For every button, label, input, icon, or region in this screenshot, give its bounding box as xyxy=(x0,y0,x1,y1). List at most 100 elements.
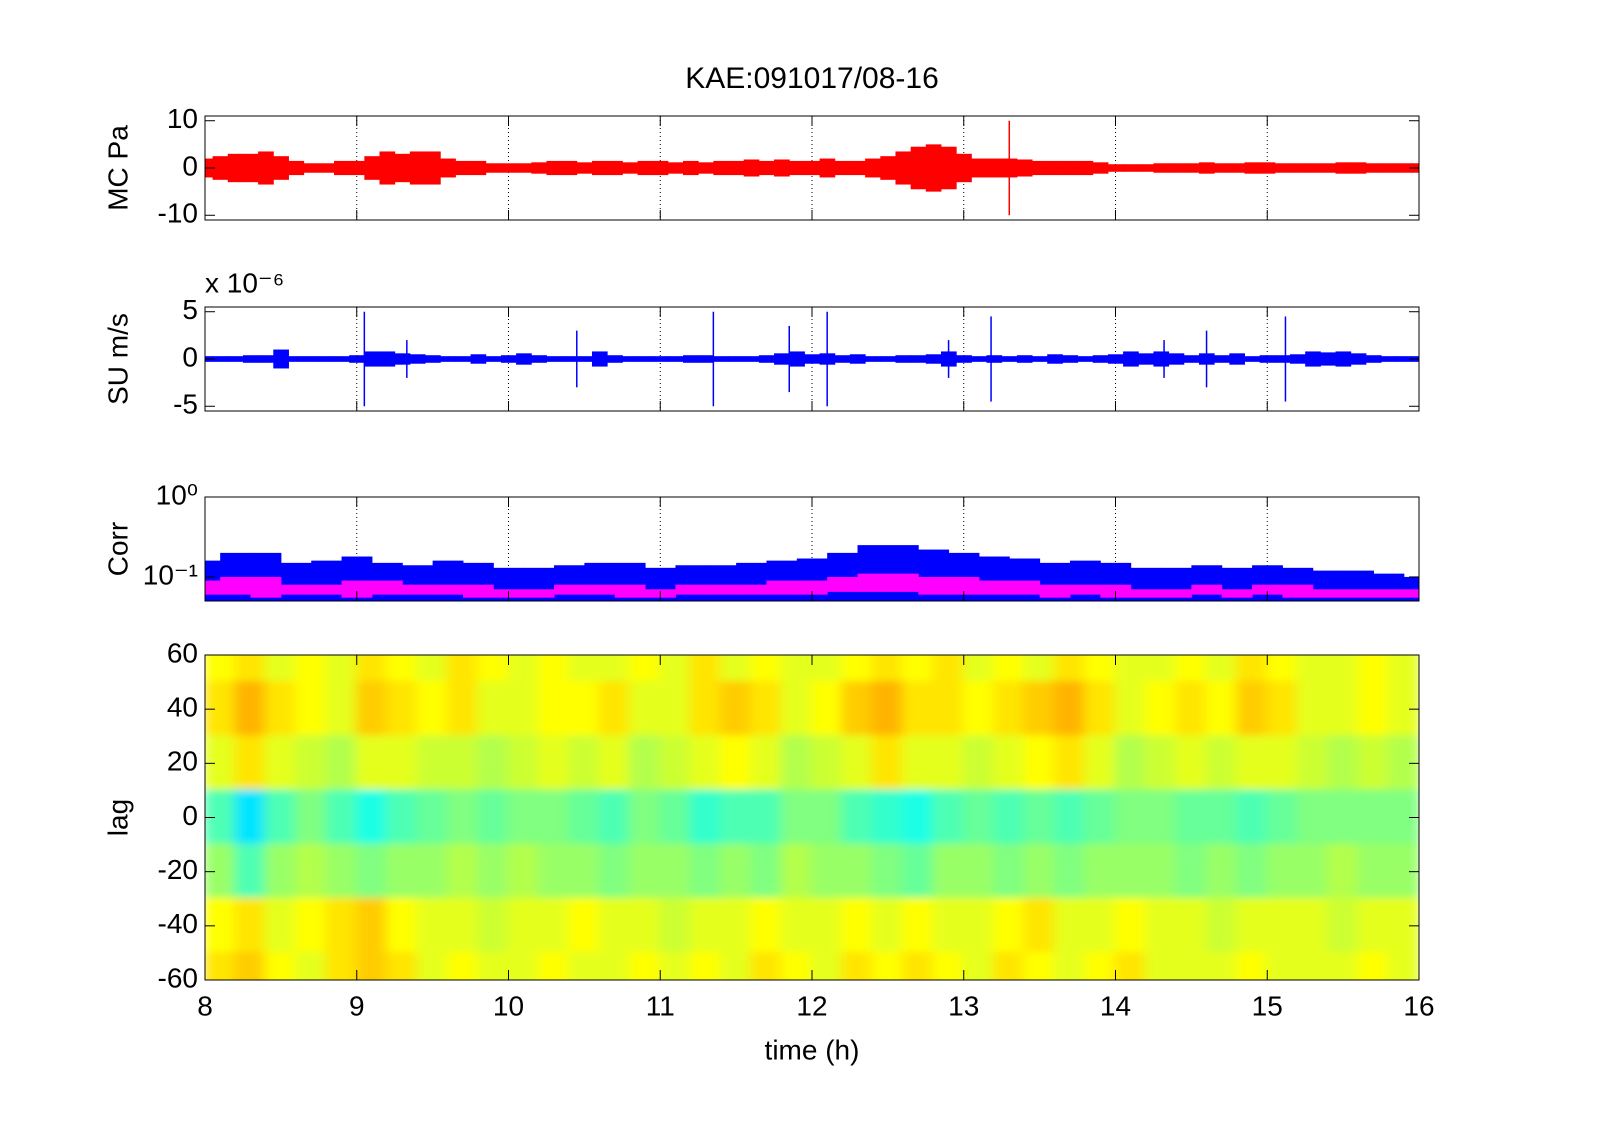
envelope-column xyxy=(303,163,320,173)
heatmap-cell xyxy=(1357,843,1390,900)
envelope-column xyxy=(925,354,942,364)
envelope-column xyxy=(1229,163,1245,173)
heatmap-cell xyxy=(871,681,905,738)
envelope-column xyxy=(1107,164,1124,172)
range-column xyxy=(554,584,585,595)
heatmap-cell xyxy=(1387,655,1419,684)
heatmap-cell xyxy=(1235,897,1269,954)
envelope-column xyxy=(318,356,335,362)
envelope-column xyxy=(379,351,396,367)
heatmap-cell xyxy=(477,655,510,684)
heatmap-cell xyxy=(1053,897,1087,954)
envelope-column xyxy=(242,153,259,183)
envelope-column xyxy=(774,159,790,177)
heatmap-cells xyxy=(205,655,1419,980)
envelope-column xyxy=(273,156,289,180)
envelope-column xyxy=(607,355,623,363)
heatmap-cell xyxy=(659,789,692,846)
heatmap-cell xyxy=(1326,681,1360,738)
envelope-column xyxy=(1244,162,1261,174)
envelope-column xyxy=(834,355,851,363)
heatmap-cell xyxy=(598,897,631,954)
heatmap-cell xyxy=(507,789,540,846)
heatmap-cell xyxy=(1296,843,1329,900)
heatmap-cell xyxy=(295,951,328,980)
heatmap-cell xyxy=(1326,735,1360,792)
heatmap-cell xyxy=(1357,897,1390,954)
heatmap-cell xyxy=(1084,897,1117,954)
heatmap-cell xyxy=(780,897,813,954)
heatmap-cell xyxy=(295,843,328,900)
heatmap-cell xyxy=(264,789,298,846)
heatmap-cell xyxy=(1235,735,1269,792)
range-column xyxy=(432,584,464,595)
heatmap-cell xyxy=(1296,789,1329,846)
heatmap-cell xyxy=(507,843,540,900)
heatmap-cell xyxy=(1053,789,1087,846)
envelope-column xyxy=(242,355,259,363)
heatmap-cell xyxy=(932,951,965,980)
heatmap-cell xyxy=(1175,655,1208,684)
heatmap-cell xyxy=(750,951,783,980)
range-column xyxy=(311,584,343,595)
heatmap-cell xyxy=(719,681,753,738)
heatmap-cell xyxy=(1357,681,1390,738)
envelope-column xyxy=(1062,355,1079,363)
x-tick-label: 11 xyxy=(646,990,675,1021)
envelope-column xyxy=(409,151,426,185)
heatmap-cell xyxy=(811,681,844,738)
heatmap-cell xyxy=(598,843,631,900)
heatmap-cell xyxy=(962,951,996,980)
heatmap-cell xyxy=(962,681,996,738)
heatmap-cell xyxy=(446,951,480,980)
heatmap-cell xyxy=(689,951,722,980)
envelope-column xyxy=(1047,160,1063,176)
heatmap-cell xyxy=(1205,843,1238,900)
heatmap-cell xyxy=(1114,789,1147,846)
heatmap-cell xyxy=(598,789,631,846)
heatmap-cell xyxy=(780,951,813,980)
range-column xyxy=(1069,584,1101,595)
heatmap-cell xyxy=(355,897,389,954)
heatmap-cell xyxy=(811,951,844,980)
heatmap-cell xyxy=(1235,789,1269,846)
heatmap-cell xyxy=(295,789,328,846)
heatmap-cell xyxy=(1296,681,1329,738)
heatmap-cell xyxy=(1205,897,1238,954)
heatmap-cell xyxy=(1175,843,1208,900)
heatmap-cell xyxy=(902,681,935,738)
envelope-column xyxy=(318,163,335,173)
heatmap-cell xyxy=(446,789,480,846)
heatmap-cell xyxy=(477,897,510,954)
heatmap-cell xyxy=(1266,843,1299,900)
envelope-column xyxy=(637,160,654,176)
heatmap-cell xyxy=(689,789,722,846)
envelope-column xyxy=(1198,162,1215,174)
envelope-column xyxy=(1032,356,1048,362)
heatmap-cell xyxy=(568,951,601,980)
envelope-column xyxy=(1047,354,1063,364)
heatmap-cell xyxy=(750,735,783,792)
range-column xyxy=(978,580,1010,595)
heatmap-cell xyxy=(507,655,540,684)
heatmap-cell xyxy=(1023,655,1056,684)
range-column xyxy=(857,573,889,592)
range-column xyxy=(584,584,616,595)
heatmap-cell xyxy=(1144,951,1178,980)
envelope-column xyxy=(1244,356,1261,362)
envelope-column xyxy=(607,160,623,176)
heatmap-cell xyxy=(1266,789,1299,846)
range-column xyxy=(1069,560,1101,601)
envelope-column xyxy=(849,160,866,176)
envelope-column xyxy=(865,356,881,362)
heatmap-cell xyxy=(1205,681,1238,738)
heatmap-cell xyxy=(446,897,480,954)
envelope-column xyxy=(986,158,1003,178)
envelope-column xyxy=(516,353,532,365)
heatmap-cell xyxy=(871,789,905,846)
y-tick-label: -20 xyxy=(158,854,198,885)
envelope-column xyxy=(364,156,381,180)
y-axis-label: SU m/s xyxy=(102,313,133,405)
envelope-column xyxy=(1274,163,1291,173)
